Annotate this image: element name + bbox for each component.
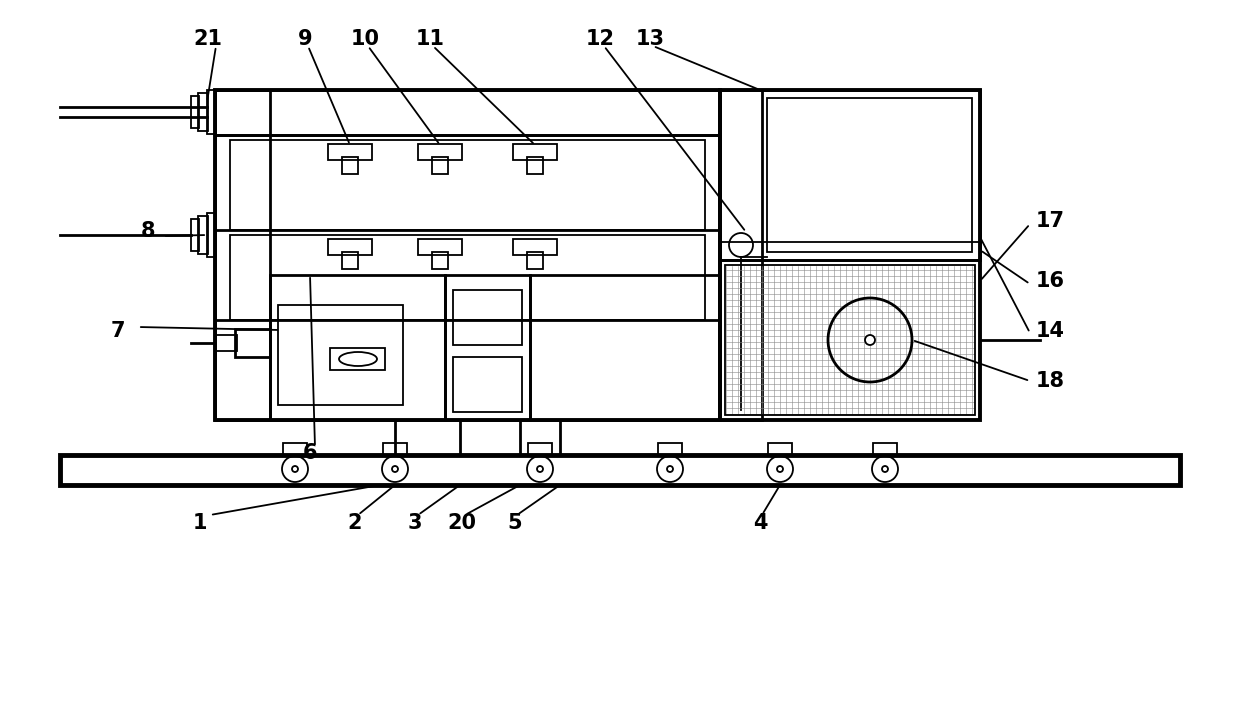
- Bar: [215, 90, 720, 135]
- Bar: [453, 290, 522, 345]
- Bar: [658, 443, 682, 455]
- Text: 10: 10: [351, 29, 379, 49]
- Bar: [270, 275, 445, 420]
- Bar: [207, 213, 215, 257]
- Bar: [342, 157, 358, 174]
- Circle shape: [537, 466, 543, 472]
- Bar: [720, 90, 980, 420]
- Bar: [432, 157, 448, 174]
- Bar: [215, 90, 720, 420]
- Bar: [283, 443, 308, 455]
- Bar: [60, 455, 1180, 485]
- Bar: [418, 144, 463, 160]
- Bar: [229, 140, 706, 230]
- Circle shape: [866, 335, 875, 345]
- Text: 12: 12: [585, 29, 615, 49]
- Circle shape: [291, 466, 298, 472]
- Text: 8: 8: [141, 221, 155, 241]
- Circle shape: [667, 466, 673, 472]
- Bar: [768, 98, 972, 252]
- Text: 13: 13: [635, 29, 665, 49]
- Text: 18: 18: [1035, 371, 1064, 391]
- Bar: [198, 216, 208, 254]
- Text: 14: 14: [1035, 321, 1064, 341]
- Bar: [278, 305, 403, 405]
- Bar: [720, 90, 980, 260]
- Bar: [229, 235, 706, 320]
- Bar: [528, 443, 552, 455]
- Bar: [453, 357, 522, 412]
- Text: 21: 21: [193, 29, 222, 49]
- Text: 6: 6: [303, 443, 317, 463]
- Bar: [527, 252, 543, 269]
- Text: 3: 3: [408, 513, 423, 533]
- Bar: [207, 90, 215, 134]
- Text: 20: 20: [448, 513, 476, 533]
- Bar: [432, 252, 448, 269]
- Bar: [236, 329, 270, 357]
- Bar: [191, 96, 198, 128]
- Bar: [215, 335, 237, 351]
- Bar: [445, 275, 529, 420]
- Bar: [418, 239, 463, 255]
- Bar: [720, 90, 763, 420]
- Bar: [527, 157, 543, 174]
- Bar: [198, 93, 208, 131]
- Bar: [768, 443, 792, 455]
- Bar: [513, 239, 557, 255]
- Text: 5: 5: [507, 513, 522, 533]
- Bar: [873, 443, 897, 455]
- Circle shape: [777, 466, 782, 472]
- Text: 1: 1: [192, 513, 207, 533]
- Text: 17: 17: [1035, 211, 1064, 231]
- Text: 7: 7: [110, 321, 125, 341]
- Text: 11: 11: [415, 29, 444, 49]
- Circle shape: [392, 466, 398, 472]
- Bar: [725, 265, 975, 415]
- Text: 9: 9: [298, 29, 312, 49]
- Circle shape: [882, 466, 888, 472]
- Bar: [191, 219, 198, 251]
- Bar: [329, 144, 372, 160]
- Bar: [513, 144, 557, 160]
- Bar: [529, 275, 720, 420]
- Bar: [215, 90, 270, 420]
- Text: 2: 2: [347, 513, 362, 533]
- Text: 4: 4: [753, 513, 768, 533]
- Bar: [329, 239, 372, 255]
- Bar: [383, 443, 407, 455]
- Bar: [342, 252, 358, 269]
- Text: 16: 16: [1035, 271, 1064, 291]
- Bar: [330, 348, 384, 370]
